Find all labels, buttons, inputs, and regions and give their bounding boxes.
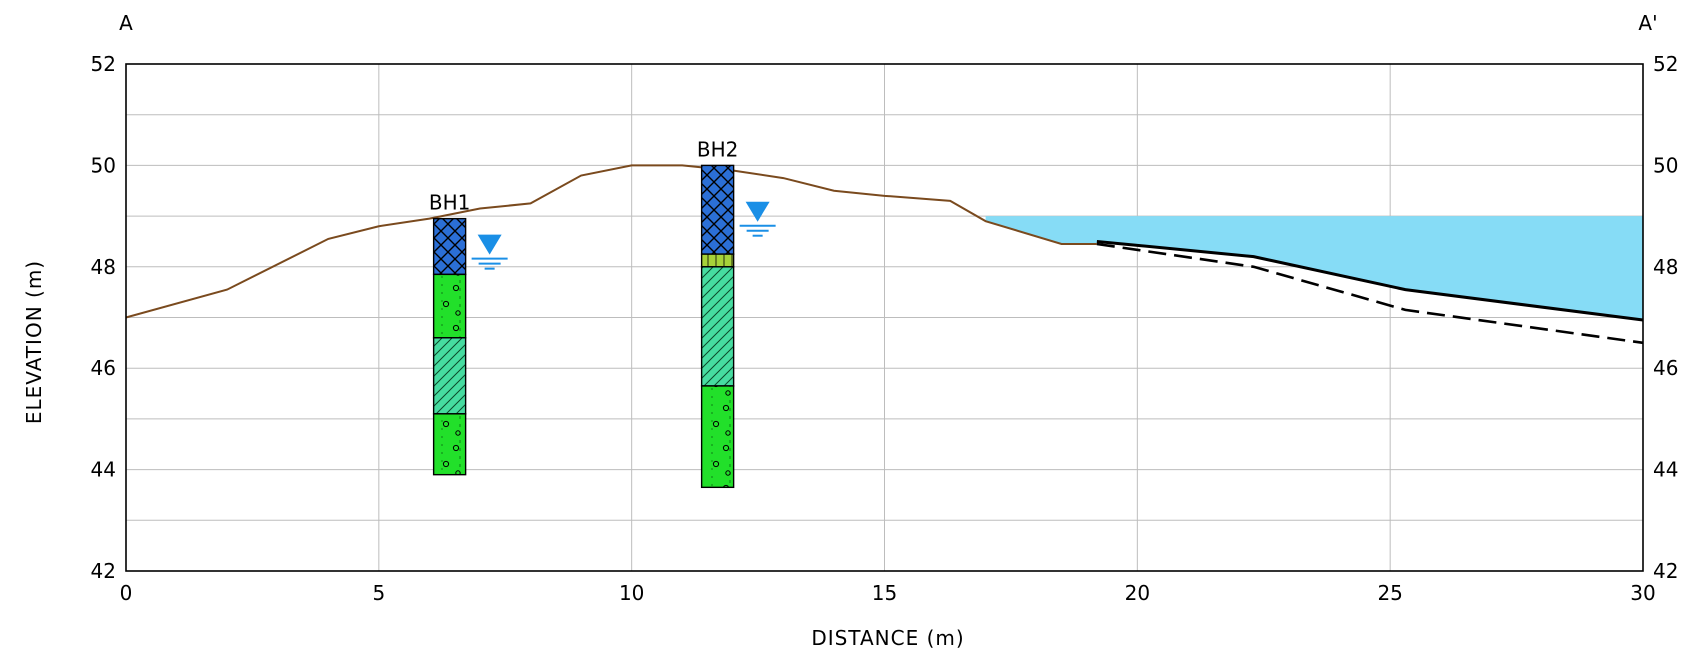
water-level-triangle — [745, 201, 770, 222]
borehole-layer — [432, 273, 467, 339]
y-tick-label-left: 44 — [91, 458, 116, 482]
channel-bed-dashed-line — [1096, 242, 1644, 345]
water-body — [985, 216, 1643, 321]
ground-surface-line — [125, 164, 1097, 319]
borehole-label: BH2 — [697, 137, 738, 161]
y-tick-label-right: 46 — [1653, 356, 1678, 380]
borehole-layer — [700, 164, 735, 255]
water-level-triangle — [477, 234, 502, 255]
water-level-icon — [739, 201, 776, 237]
x-tick-label: 25 — [1377, 581, 1402, 605]
y-tick-label-left: 50 — [91, 153, 116, 177]
ground-surface — [125, 164, 1097, 319]
borehole-layer — [432, 217, 467, 276]
x-tick-label: 15 — [872, 581, 897, 605]
grid — [125, 63, 1644, 572]
plot-frame — [125, 63, 1644, 572]
x-tick-label: 5 — [372, 581, 385, 605]
borehole-label: BH1 — [429, 191, 470, 215]
y-axis-title: ELEVATION (m) — [22, 260, 46, 424]
x-tick-label: 10 — [619, 581, 644, 605]
y-tick-label-left: 46 — [91, 356, 116, 380]
borehole-layer — [700, 253, 735, 268]
x-tick-label: 0 — [120, 581, 133, 605]
x-tick-label: 30 — [1630, 581, 1655, 605]
borehole-layer — [432, 413, 467, 476]
section-end-label: A' — [1638, 11, 1657, 35]
boreholes: BH1 BH2 — [429, 137, 776, 489]
y-tick-label-left: 48 — [91, 255, 116, 279]
borehole-layer — [700, 266, 735, 387]
water-level-icon — [471, 234, 508, 270]
y-tick-label-right: 52 — [1653, 52, 1678, 76]
borehole-layer — [432, 337, 467, 415]
y-tick-label-right: 44 — [1653, 458, 1678, 482]
channel-bed — [1096, 239, 1644, 345]
borehole-bh1: BH1 — [429, 191, 508, 476]
borehole-bh2: BH2 — [697, 137, 776, 489]
x-axis-title: DISTANCE (m) — [811, 626, 964, 650]
water-fill — [985, 216, 1643, 321]
channel-bed-solid-line — [1096, 239, 1644, 322]
plot-border — [125, 63, 1644, 572]
y-tick-label-right: 48 — [1653, 255, 1678, 279]
section-start-label: A — [119, 11, 133, 35]
borehole-layer — [700, 385, 735, 489]
x-tick-label: 20 — [1125, 581, 1150, 605]
y-tick-label-left: 42 — [91, 559, 116, 583]
y-tick-label-right: 50 — [1653, 153, 1678, 177]
y-tick-label-right: 42 — [1653, 559, 1678, 583]
y-tick-label-left: 52 — [91, 52, 116, 76]
